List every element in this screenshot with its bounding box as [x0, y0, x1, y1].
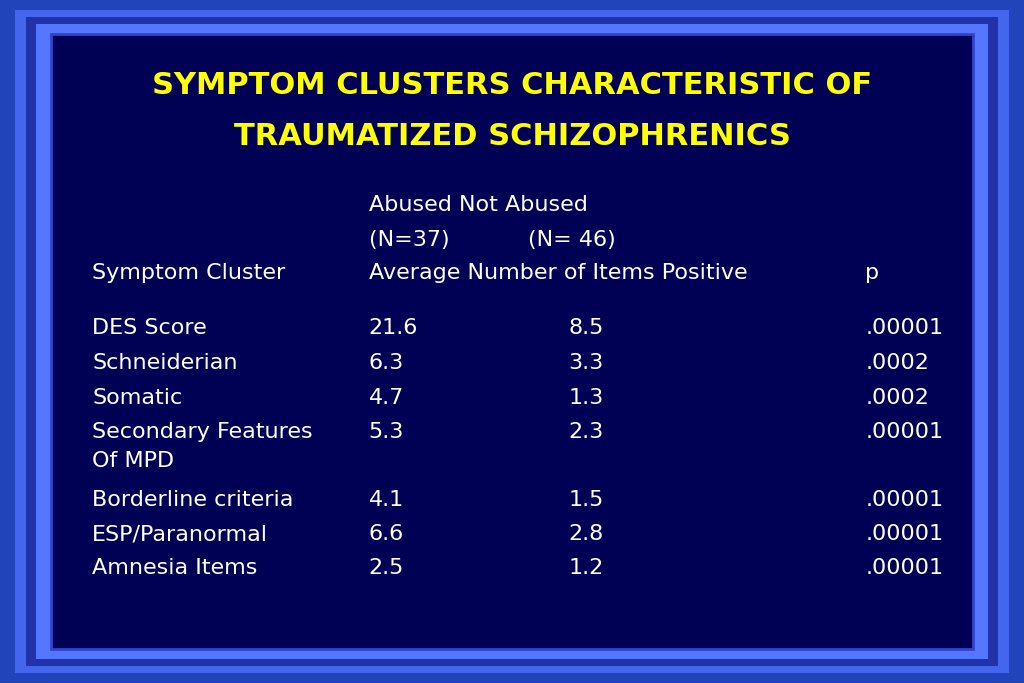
Text: .0002: .0002 — [865, 387, 929, 408]
Text: 4.7: 4.7 — [369, 387, 403, 408]
Text: 4.1: 4.1 — [369, 490, 403, 510]
Text: 6.6: 6.6 — [369, 524, 403, 544]
Text: 6.3: 6.3 — [369, 353, 403, 374]
Text: TRAUMATIZED SCHIZOPHRENICS: TRAUMATIZED SCHIZOPHRENICS — [233, 122, 791, 151]
Text: Amnesia Items: Amnesia Items — [92, 558, 257, 579]
Text: Average Number of Items Positive: Average Number of Items Positive — [369, 263, 748, 283]
Text: ESP/Paranormal: ESP/Paranormal — [92, 524, 268, 544]
Text: SYMPTOM CLUSTERS CHARACTERISTIC OF: SYMPTOM CLUSTERS CHARACTERISTIC OF — [152, 71, 872, 100]
Text: .00001: .00001 — [865, 490, 943, 510]
Text: 1.5: 1.5 — [568, 490, 604, 510]
Text: Of MPD: Of MPD — [92, 451, 174, 471]
Text: .00001: .00001 — [865, 421, 943, 442]
Text: Abused Not Abused: Abused Not Abused — [369, 195, 588, 215]
Text: Somatic: Somatic — [92, 387, 182, 408]
Text: p: p — [865, 263, 880, 283]
Text: 1.2: 1.2 — [568, 558, 603, 579]
Text: 1.3: 1.3 — [568, 387, 603, 408]
Text: .00001: .00001 — [865, 318, 943, 338]
Text: 5.3: 5.3 — [369, 421, 404, 442]
Text: Borderline criteria: Borderline criteria — [92, 490, 294, 510]
Text: 8.5: 8.5 — [568, 318, 604, 338]
Text: Symptom Cluster: Symptom Cluster — [92, 263, 286, 283]
Text: (N=37)           (N= 46): (N=37) (N= 46) — [369, 230, 615, 251]
Text: .00001: .00001 — [865, 524, 943, 544]
Text: 2.3: 2.3 — [568, 421, 603, 442]
Text: Secondary Features: Secondary Features — [92, 421, 312, 442]
Text: DES Score: DES Score — [92, 318, 207, 338]
Text: 2.8: 2.8 — [568, 524, 603, 544]
Text: 2.5: 2.5 — [369, 558, 404, 579]
Text: .00001: .00001 — [865, 558, 943, 579]
Text: 3.3: 3.3 — [568, 353, 603, 374]
Text: Schneiderian: Schneiderian — [92, 353, 238, 374]
Text: .0002: .0002 — [865, 353, 929, 374]
Text: 21.6: 21.6 — [369, 318, 418, 338]
